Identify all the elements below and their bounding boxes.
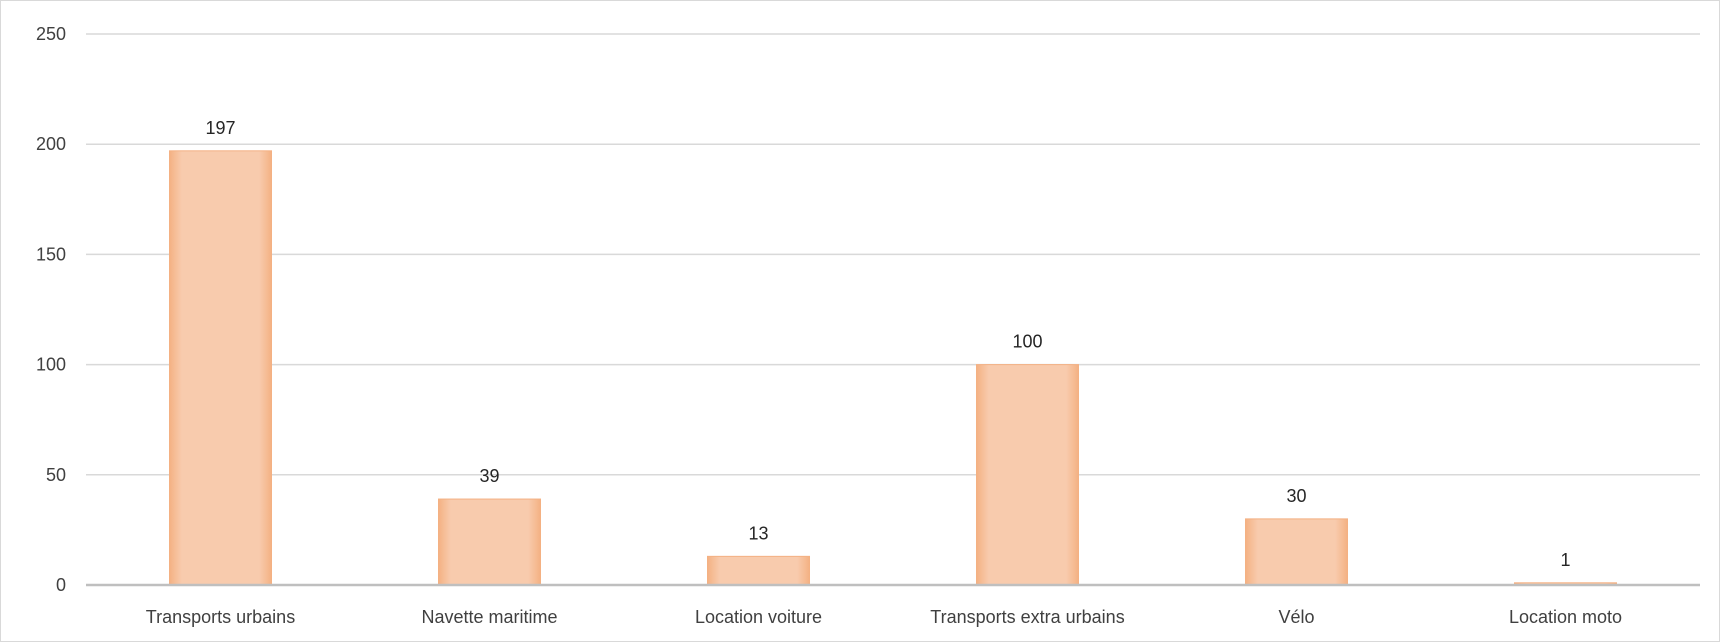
y-axis-tick-labels: 0 50 100 150 200 250 (36, 24, 66, 595)
y-tick-label: 50 (46, 465, 66, 485)
category-label: Location moto (1509, 607, 1622, 627)
y-tick-label: 200 (36, 134, 66, 154)
category-label: Transports urbains (146, 607, 295, 627)
data-label: 13 (748, 523, 768, 543)
data-label: 1 (1560, 550, 1570, 570)
bar (976, 364, 1079, 586)
data-labels: 197 39 13 100 30 1 (205, 118, 1570, 570)
y-tick-label: 150 (36, 244, 66, 264)
data-label: 30 (1286, 486, 1306, 506)
bar (169, 150, 272, 586)
category-labels: Transports urbains Navette maritime Locati… (146, 607, 1622, 627)
bar (438, 498, 541, 586)
data-label: 100 (1012, 332, 1042, 352)
y-tick-label: 0 (56, 575, 66, 595)
bar (1245, 518, 1348, 586)
grid-lines (86, 33, 1700, 476)
category-label: Transports extra urbains (930, 607, 1124, 627)
bars (169, 150, 1617, 586)
y-tick-label: 100 (36, 355, 66, 375)
category-label: Navette maritime (421, 607, 557, 627)
data-label: 197 (205, 118, 235, 138)
category-label: Vélo (1278, 607, 1314, 627)
bar (707, 555, 810, 586)
y-tick-label: 250 (36, 24, 66, 44)
data-label: 39 (479, 466, 499, 486)
category-label: Location voiture (695, 607, 822, 627)
